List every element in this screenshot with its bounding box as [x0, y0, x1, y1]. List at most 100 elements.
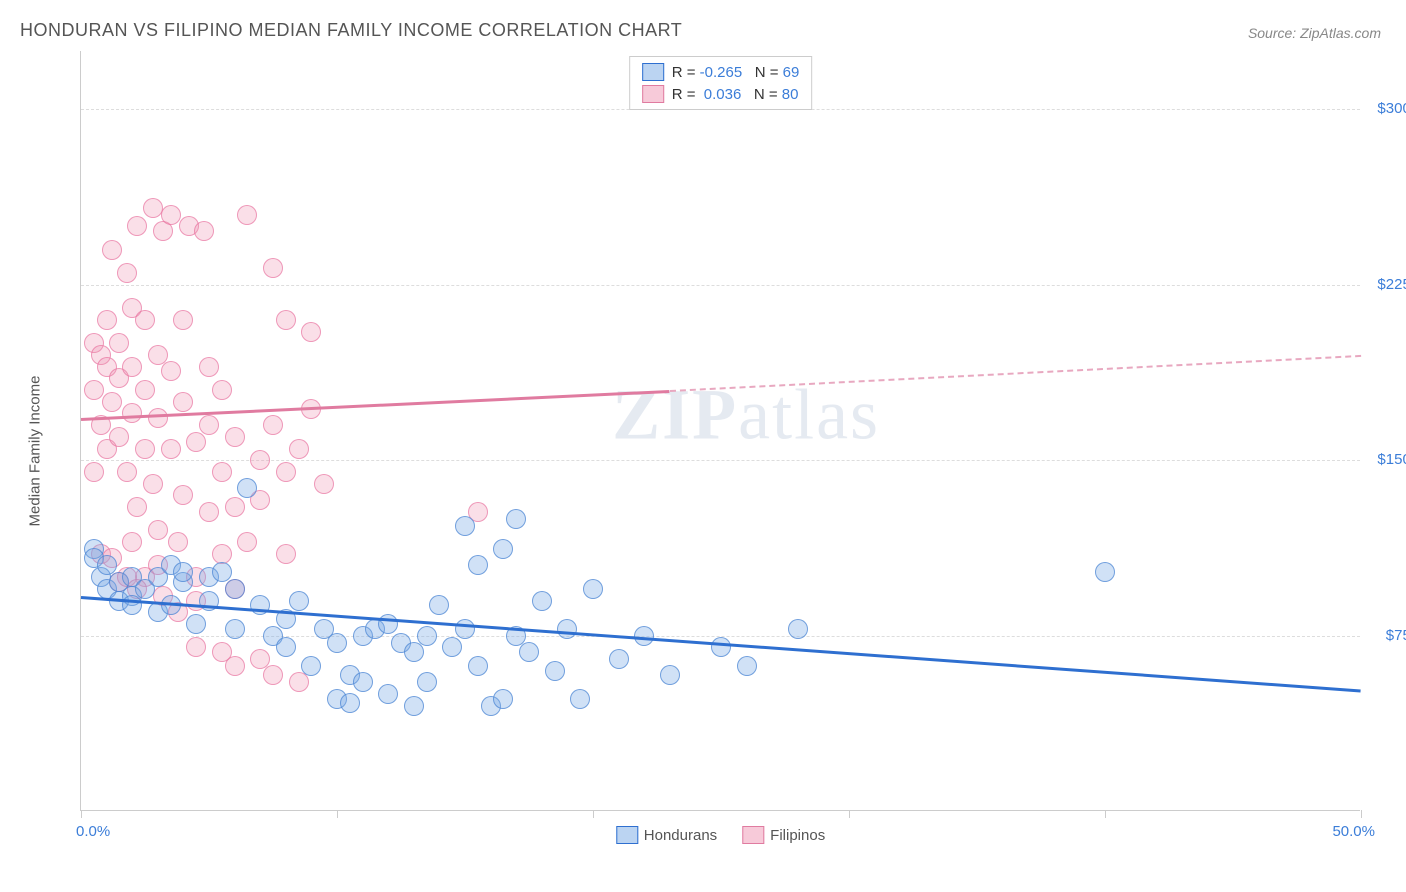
scatter-point-honduran [186, 614, 206, 634]
scatter-point-honduran [711, 637, 731, 657]
scatter-point-filipino [225, 427, 245, 447]
scatter-point-honduran [788, 619, 808, 639]
legend-series: Hondurans Filipinos [616, 826, 825, 844]
scatter-point-filipino [186, 432, 206, 452]
scatter-point-honduran [468, 555, 488, 575]
scatter-point-filipino [173, 392, 193, 412]
scatter-point-filipino [143, 474, 163, 494]
scatter-plot: ZIPatlas R = -0.265 N = 69 R = 0.036 N =… [80, 51, 1360, 811]
scatter-point-honduran [519, 642, 539, 662]
scatter-point-honduran [417, 626, 437, 646]
scatter-point-filipino [161, 205, 181, 225]
legend-r-blue: R = -0.265 N = 69 [672, 64, 800, 81]
scatter-point-honduran [557, 619, 577, 639]
scatter-point-filipino [276, 310, 296, 330]
scatter-point-filipino [117, 263, 137, 283]
scatter-point-honduran [250, 595, 270, 615]
scatter-point-filipino [289, 672, 309, 692]
scatter-point-filipino [97, 310, 117, 330]
scatter-point-filipino [102, 392, 122, 412]
legend-swatch-blue-icon [616, 826, 638, 844]
scatter-point-filipino [237, 205, 257, 225]
scatter-point-honduran [301, 656, 321, 676]
x-tick [593, 810, 594, 818]
x-tick-label-left: 0.0% [76, 823, 110, 840]
scatter-point-filipino [173, 485, 193, 505]
scatter-point-honduran [493, 689, 513, 709]
scatter-point-honduran [583, 579, 603, 599]
scatter-point-filipino [135, 439, 155, 459]
scatter-point-filipino [84, 380, 104, 400]
scatter-point-filipino [276, 462, 296, 482]
scatter-point-honduran [609, 649, 629, 669]
scatter-point-honduran [327, 633, 347, 653]
scatter-point-honduran [429, 595, 449, 615]
x-tick [1361, 810, 1362, 818]
scatter-point-filipino [148, 408, 168, 428]
scatter-point-filipino [122, 403, 142, 423]
x-tick [849, 810, 850, 818]
scatter-point-filipino [199, 502, 219, 522]
scatter-point-honduran [225, 579, 245, 599]
scatter-point-filipino [212, 544, 232, 564]
scatter-point-filipino [122, 357, 142, 377]
scatter-point-honduran [493, 539, 513, 559]
scatter-point-filipino [212, 380, 232, 400]
scatter-point-filipino [148, 520, 168, 540]
scatter-point-filipino [199, 415, 219, 435]
chart-container: HONDURAN VS FILIPINO MEDIAN FAMILY INCOM… [0, 0, 1406, 892]
scatter-point-filipino [276, 544, 296, 564]
scatter-point-filipino [225, 497, 245, 517]
scatter-point-honduran [378, 684, 398, 704]
scatter-point-honduran [455, 516, 475, 536]
scatter-point-honduran [225, 619, 245, 639]
chart-area: Median Family Income ZIPatlas R = -0.265… [60, 51, 1400, 851]
scatter-point-honduran [404, 642, 424, 662]
y-axis-title: Median Family Income [27, 376, 44, 527]
scatter-point-honduran [276, 637, 296, 657]
scatter-point-filipino [194, 221, 214, 241]
scatter-point-honduran [173, 562, 193, 582]
scatter-point-filipino [237, 532, 257, 552]
x-tick [81, 810, 82, 818]
scatter-point-filipino [161, 361, 181, 381]
y-tick-label: $300,000 [1365, 100, 1406, 117]
scatter-point-honduran [545, 661, 565, 681]
scatter-point-honduran [1095, 562, 1115, 582]
scatter-point-filipino [186, 637, 206, 657]
legend-swatch-pink [642, 85, 664, 103]
scatter-point-filipino [199, 357, 219, 377]
scatter-point-honduran [532, 591, 552, 611]
scatter-point-filipino [173, 310, 193, 330]
scatter-point-filipino [135, 310, 155, 330]
scatter-point-filipino [109, 333, 129, 353]
scatter-point-honduran [353, 672, 373, 692]
scatter-point-filipino [263, 665, 283, 685]
trendline-filipinos [81, 390, 670, 421]
scatter-point-filipino [263, 415, 283, 435]
scatter-point-honduran [289, 591, 309, 611]
scatter-point-filipino [263, 258, 283, 278]
legend-item-filipinos: Filipinos [742, 826, 825, 844]
scatter-point-honduran [378, 614, 398, 634]
scatter-point-filipino [102, 240, 122, 260]
scatter-point-honduran [468, 656, 488, 676]
scatter-point-filipino [127, 216, 147, 236]
x-tick [337, 810, 338, 818]
x-tick-label-right: 50.0% [1332, 823, 1375, 840]
scatter-point-honduran [506, 509, 526, 529]
legend-swatch-pink-icon [742, 826, 764, 844]
scatter-point-honduran [455, 619, 475, 639]
scatter-point-filipino [301, 322, 321, 342]
scatter-point-filipino [250, 450, 270, 470]
scatter-point-honduran [122, 595, 142, 615]
legend-row-blue: R = -0.265 N = 69 [642, 63, 800, 81]
scatter-point-filipino [135, 380, 155, 400]
scatter-point-filipino [212, 462, 232, 482]
legend-item-hondurans: Hondurans [616, 826, 717, 844]
scatter-point-honduran [404, 696, 424, 716]
y-tick-label: $75,000 [1365, 627, 1406, 644]
scatter-point-filipino [168, 532, 188, 552]
scatter-point-filipino [117, 462, 137, 482]
scatter-point-honduran [634, 626, 654, 646]
